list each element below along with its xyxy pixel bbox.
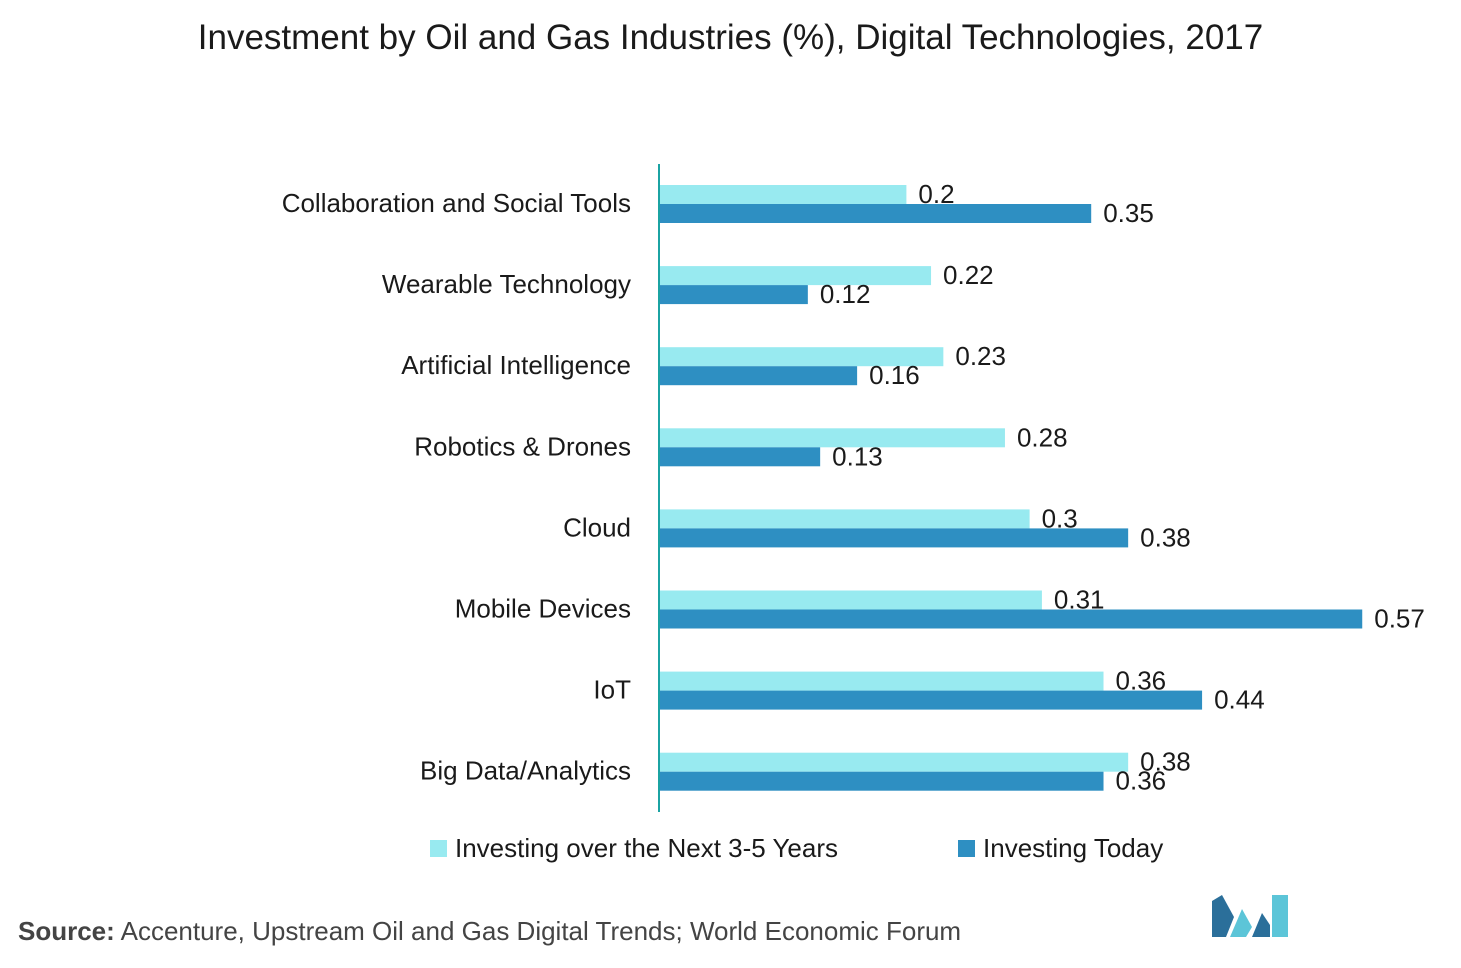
bars-layer [660, 185, 1363, 791]
bar-today-big-data-analytics[interactable] [660, 771, 1104, 791]
source-note: Source: Accenture, Upstream Oil and Gas … [18, 916, 961, 947]
value-label-today-iot: 0.44 [1214, 685, 1265, 715]
value-label-today-robotics-drones: 0.13 [832, 441, 883, 471]
category-label-iot: IoT [593, 675, 631, 705]
bar-today-wearable-technology[interactable] [660, 285, 808, 305]
value-label-today-collaboration-and-social-tools: 0.35 [1103, 198, 1154, 228]
chart-title: Investment by Oil and Gas Industries (%)… [197, 18, 1264, 57]
bar-today-iot[interactable] [660, 690, 1203, 710]
legend-swatch-next-years [430, 840, 447, 857]
bar-today-artificial-intelligence[interactable] [660, 366, 858, 386]
bar-next-years-iot[interactable] [660, 671, 1104, 691]
value-label-next-years-artificial-intelligence: 0.23 [955, 341, 1006, 371]
bar-next-years-cloud[interactable] [660, 509, 1030, 529]
value-label-next-years-big-data-analytics: 0.38 [1140, 747, 1191, 777]
bar-next-years-mobile-devices[interactable] [660, 590, 1042, 610]
value-label-next-years-cloud: 0.3 [1042, 503, 1078, 533]
category-label-collaboration-and-social-tools: Collaboration and Social Tools [282, 188, 631, 218]
category-label-artificial-intelligence: Artificial Intelligence [401, 350, 631, 380]
value-label-today-artificial-intelligence: 0.16 [869, 360, 920, 390]
value-label-today-big-data-analytics: 0.36 [1116, 766, 1167, 796]
category-label-mobile-devices: Mobile Devices [455, 594, 631, 624]
bar-today-robotics-drones[interactable] [660, 447, 821, 467]
bar-next-years-big-data-analytics[interactable] [660, 752, 1129, 772]
legend: Investing over the Next 3-5 Years Invest… [430, 833, 1283, 864]
bar-today-collaboration-and-social-tools[interactable] [660, 204, 1092, 223]
value-label-next-years-iot: 0.36 [1116, 666, 1167, 696]
legend-swatch-today [958, 840, 976, 857]
value-label-today-cloud: 0.38 [1140, 522, 1191, 552]
category-label-cloud: Cloud [563, 512, 631, 542]
bar-next-years-wearable-technology[interactable] [660, 266, 932, 286]
value-label-next-years-wearable-technology: 0.22 [943, 260, 994, 290]
value-label-next-years-mobile-devices: 0.31 [1054, 585, 1105, 615]
value-label-next-years-robotics-drones: 0.28 [1017, 422, 1068, 452]
legend-item-today[interactable]: Investing Today [958, 833, 1163, 864]
category-label-big-data-analytics: Big Data/Analytics [420, 756, 631, 786]
bar-next-years-collaboration-and-social-tools[interactable] [660, 185, 907, 204]
legend-label-today: Investing Today [983, 833, 1164, 863]
legend-item-next-years[interactable]: Investing over the Next 3-5 Years [430, 833, 838, 864]
category-label-robotics-drones: Robotics & Drones [414, 431, 631, 461]
brand-logo-icon [1212, 895, 1288, 937]
category-label-wearable-technology: Wearable Technology [382, 269, 631, 299]
value-label-today-wearable-technology: 0.12 [820, 279, 871, 309]
bar-next-years-artificial-intelligence[interactable] [660, 347, 944, 367]
bar-today-mobile-devices[interactable] [660, 609, 1363, 629]
legend-label-next-years: Investing over the Next 3-5 Years [455, 833, 839, 863]
source-label: Source: [18, 916, 115, 946]
labels-layer: Collaboration and Social Tools 0.2 0.35 Wea… [282, 179, 1425, 796]
bar-next-years-robotics-drones[interactable] [660, 428, 1005, 448]
value-label-next-years-collaboration-and-social-tools: 0.2 [918, 179, 954, 209]
source-text: Accenture, Upstream Oil and Gas Digital … [114, 916, 962, 946]
value-label-today-mobile-devices: 0.57 [1374, 604, 1425, 634]
bar-today-cloud[interactable] [660, 528, 1129, 548]
